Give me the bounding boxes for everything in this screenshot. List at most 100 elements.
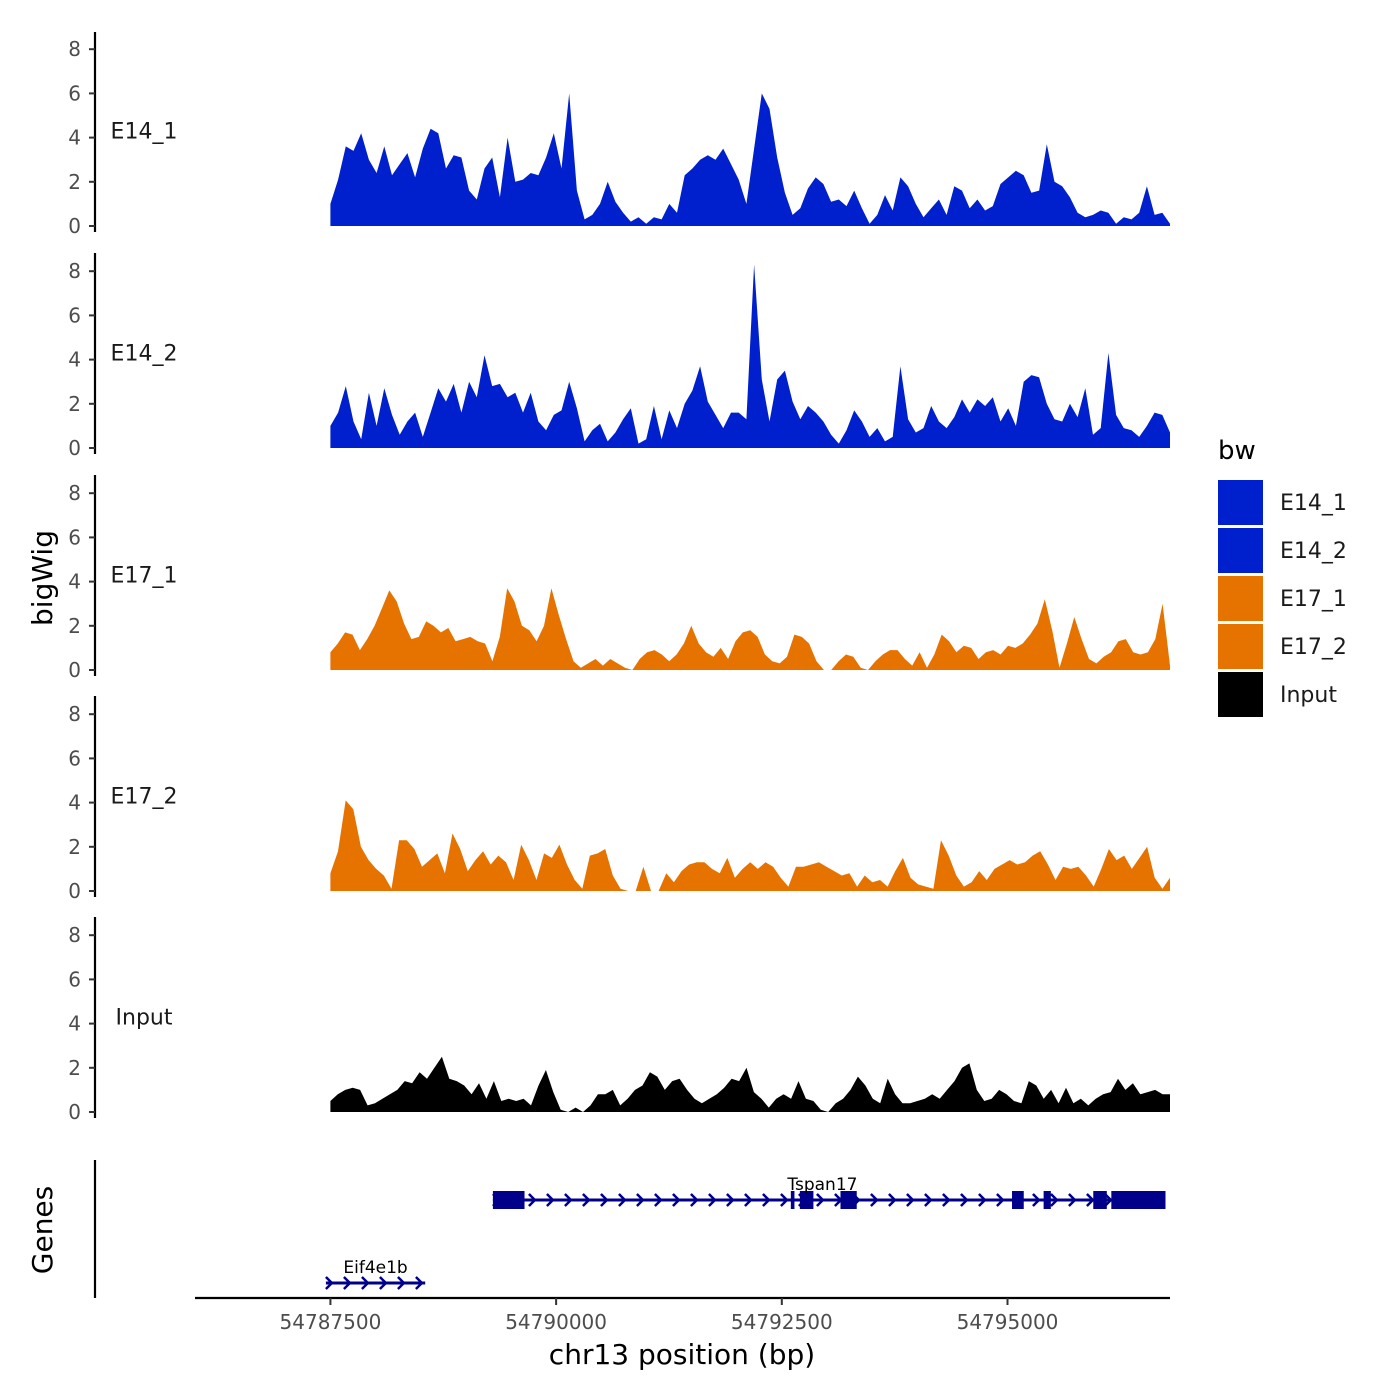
strand-chevron — [744, 1193, 753, 1207]
strand-chevron — [888, 1193, 897, 1207]
y-tick-label: 8 — [68, 259, 81, 283]
strand-chevron — [960, 1193, 969, 1207]
y-axis-title: bigWig — [26, 530, 59, 626]
strand-chevron — [379, 1276, 388, 1290]
track-Input: 0 2 4 6 8 Input — [68, 917, 1170, 1124]
y-tick-label: 6 — [68, 967, 81, 991]
track-E17_2: 0 2 4 6 8 E17_2 — [68, 696, 1170, 903]
gene-Tspan17: Tspan17 — [492, 1175, 1166, 1209]
strand-chevron — [564, 1193, 573, 1207]
track-E14_2: 0 2 4 6 8 E14_2 — [68, 253, 1170, 460]
y-tick-label: 0 — [68, 658, 81, 682]
strand-chevron — [1104, 1193, 1113, 1207]
track-E17_1: 0 2 4 6 8 E17_1 — [68, 475, 1170, 682]
y-tick-label: 4 — [68, 1012, 81, 1036]
strand-chevron — [582, 1193, 591, 1207]
y-tick-label: 2 — [68, 835, 81, 859]
exon — [1093, 1191, 1107, 1209]
track-E14_1: 0 2 4 6 8 E14_1 — [68, 32, 1170, 238]
y-tick-label: 8 — [68, 481, 81, 505]
x-tick-label: 54790000 — [505, 1310, 607, 1334]
legend-swatch — [1218, 480, 1263, 525]
strand-chevron — [780, 1193, 789, 1207]
exon — [1111, 1191, 1166, 1209]
y-tick-label: 4 — [68, 570, 81, 594]
legend-label: E17_1 — [1280, 587, 1347, 612]
strand-chevron — [600, 1193, 609, 1207]
legend-label: E17_2 — [1280, 635, 1347, 660]
strand-chevron — [1050, 1193, 1059, 1207]
strand-chevron — [762, 1193, 771, 1207]
strand-chevron — [672, 1193, 681, 1207]
y-tick-label: 4 — [68, 126, 81, 150]
legend-label: E14_2 — [1280, 539, 1347, 564]
y-tick-label: 6 — [68, 746, 81, 770]
y-tick-label: 8 — [68, 702, 81, 726]
legend-label: E14_1 — [1280, 491, 1347, 516]
strand-chevron — [1086, 1193, 1095, 1207]
x-tick-label: 54792500 — [731, 1310, 833, 1334]
y-tick-label: 2 — [68, 614, 81, 638]
y-tick-label: 0 — [68, 214, 81, 238]
legend-label: Input — [1280, 683, 1337, 708]
strand-chevron — [397, 1276, 406, 1290]
strand-chevron — [1068, 1193, 1077, 1207]
strand-chevron — [546, 1193, 555, 1207]
legend-title: bw — [1218, 436, 1256, 466]
track-label: E14_1 — [111, 120, 178, 145]
exon — [799, 1191, 814, 1209]
exon — [790, 1191, 795, 1209]
exon — [840, 1191, 857, 1209]
track-label: E17_2 — [111, 785, 178, 810]
strand-chevron — [636, 1193, 645, 1207]
strand-chevron — [343, 1276, 352, 1290]
y-tick-label: 8 — [68, 37, 81, 61]
strand-chevron — [708, 1193, 717, 1207]
gene-label: Eif4e1b — [343, 1258, 407, 1278]
strand-chevron — [942, 1193, 951, 1207]
strand-chevron — [906, 1193, 915, 1207]
exon — [492, 1191, 525, 1209]
strand-chevron — [654, 1193, 663, 1207]
y-tick-label: 2 — [68, 392, 81, 416]
x-axis-title: chr13 position (bp) — [549, 1338, 815, 1371]
gene-Eif4e1b: Eif4e1b — [325, 1258, 426, 1290]
strand-chevron — [726, 1193, 735, 1207]
coverage-area-E14_2 — [330, 264, 1170, 448]
genes-panel: Tspan17 Eif4e1b — [93, 1160, 1166, 1298]
strand-chevron — [415, 1276, 424, 1290]
strand-chevron — [978, 1193, 987, 1207]
strand-chevron — [1032, 1193, 1041, 1207]
legend-swatch — [1218, 624, 1263, 669]
y-tick-label: 0 — [68, 879, 81, 903]
strand-chevron — [690, 1193, 699, 1207]
coverage-area-Input — [330, 1056, 1170, 1112]
track-label: E17_1 — [111, 564, 178, 589]
strand-chevron — [816, 1193, 825, 1207]
coverage-area-E17_1 — [330, 588, 1170, 670]
y-tick-label: 4 — [68, 348, 81, 372]
strand-chevron — [528, 1193, 537, 1207]
y-tick-label: 8 — [68, 923, 81, 947]
y-tick-label: 2 — [68, 1056, 81, 1080]
strand-chevron — [996, 1193, 1005, 1207]
exon — [1043, 1191, 1051, 1209]
legend-swatch — [1218, 672, 1263, 717]
y-tick-label: 0 — [68, 1100, 81, 1124]
y-tick-label: 0 — [68, 436, 81, 460]
strand-chevron — [361, 1276, 370, 1290]
legend-swatch — [1218, 528, 1263, 573]
legend-swatch — [1218, 576, 1263, 621]
strand-chevron — [618, 1193, 627, 1207]
coverage-area-E14_1 — [330, 93, 1170, 227]
x-axis: 54787500 54790000 54792500 54795000 — [195, 1296, 1170, 1334]
legend: bw E14_1 E14_2 E17_1 E17_2 Input — [1218, 436, 1347, 717]
y-tick-label: 2 — [68, 170, 81, 194]
track-label: Input — [116, 1006, 173, 1031]
gene-label: Tspan17 — [786, 1175, 857, 1195]
strand-chevron — [924, 1193, 933, 1207]
strand-chevron — [870, 1193, 879, 1207]
x-tick-label: 54795000 — [957, 1310, 1059, 1334]
track-label: E14_2 — [111, 342, 178, 367]
